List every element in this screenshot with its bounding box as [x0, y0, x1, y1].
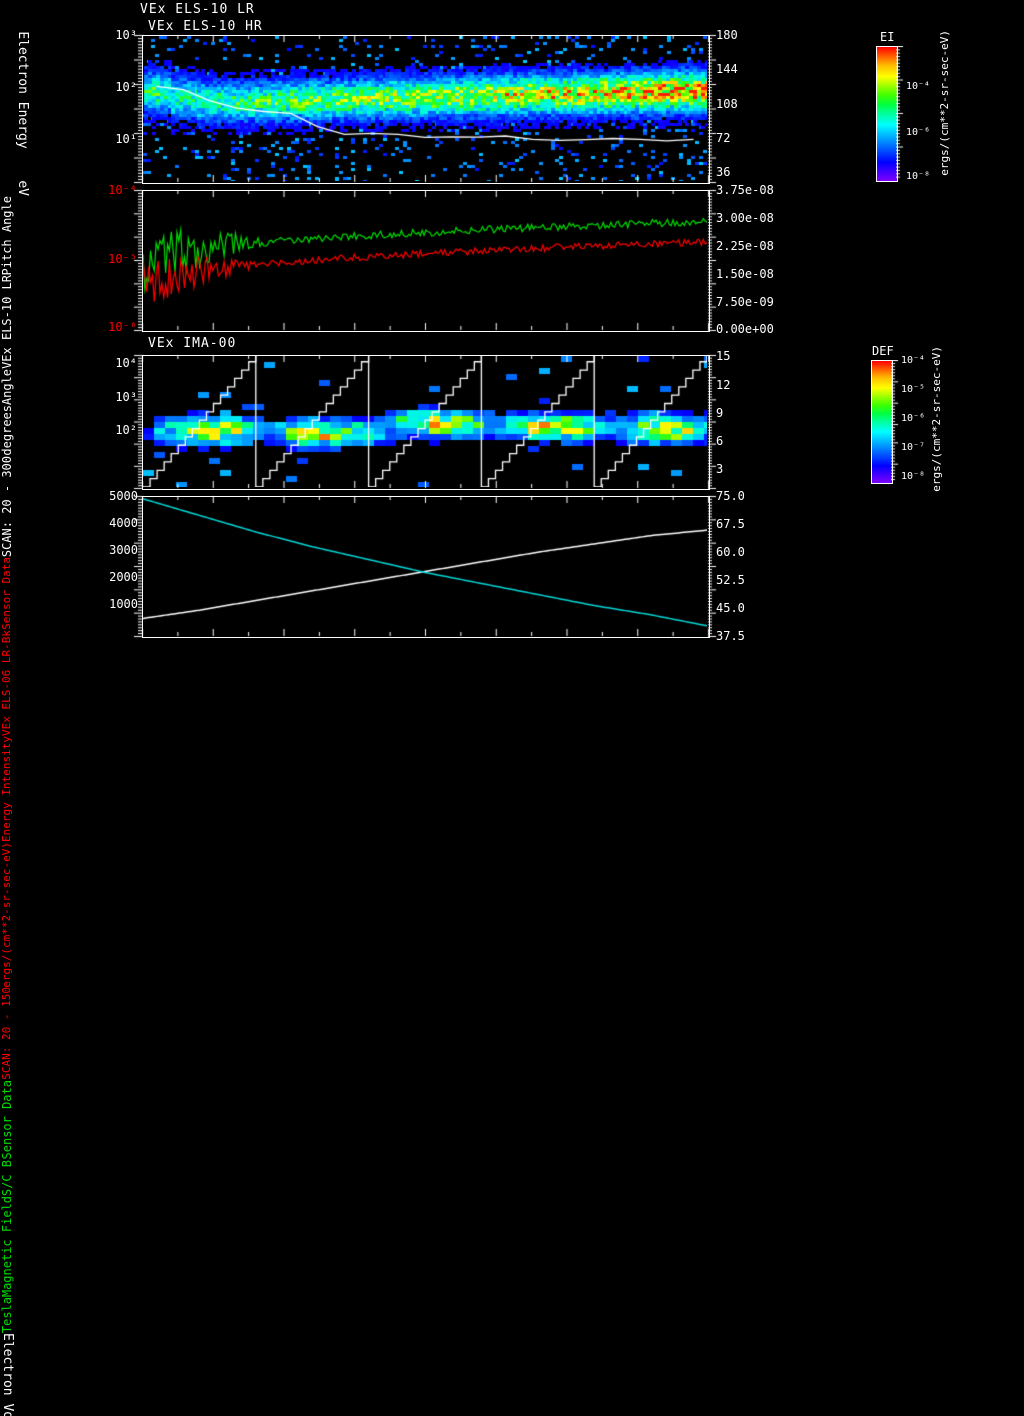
panel2-right-label-line1: Sensor Data	[0, 1080, 14, 1160]
panel3-y-axis-label: Electron Volts	[0, 1333, 15, 1416]
panel2-right-label-line3: Magnetic Field	[0, 1195, 14, 1297]
panel2-left-label-line5: SCAN: 20 - 150	[0, 987, 13, 1081]
panel2-right-label-line2: S/C B	[0, 1159, 14, 1196]
panel2-left-label-line4: ergs/(cm**2-sr-sec-eV)	[0, 841, 13, 988]
panel2-left-label-line3: Energy Intensity	[0, 735, 13, 842]
panel2-right-label-line4: Tesla	[0, 1296, 14, 1334]
axis-ticks-overlay	[0, 0, 1024, 708]
